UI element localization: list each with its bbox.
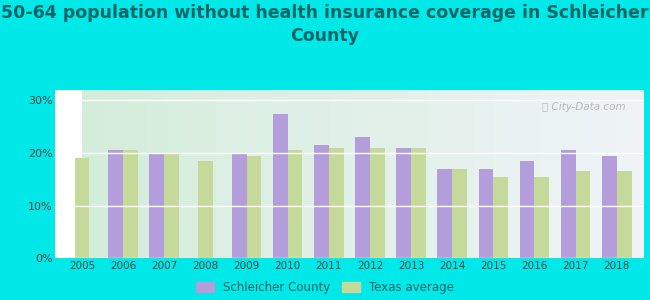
Bar bbox=[411, 148, 426, 258]
Bar bbox=[150, 153, 164, 258]
Bar bbox=[109, 150, 123, 258]
Bar bbox=[231, 153, 246, 258]
Bar bbox=[520, 161, 534, 258]
Bar bbox=[493, 177, 508, 258]
Bar bbox=[478, 169, 493, 258]
Bar bbox=[370, 148, 385, 258]
Bar bbox=[314, 145, 329, 258]
Bar bbox=[355, 137, 370, 258]
Text: ⓘ City-Data.com: ⓘ City-Data.com bbox=[542, 102, 626, 112]
Legend: Schleicher County, Texas average: Schleicher County, Texas average bbox=[196, 281, 454, 294]
Bar bbox=[561, 150, 576, 258]
Bar bbox=[164, 153, 179, 258]
Text: 50-64 population without health insurance coverage in Schleicher
County: 50-64 population without health insuranc… bbox=[1, 4, 649, 45]
Bar bbox=[288, 150, 302, 258]
Bar bbox=[329, 148, 344, 258]
Bar bbox=[273, 114, 288, 258]
Bar bbox=[617, 171, 632, 258]
Bar bbox=[452, 169, 467, 258]
Bar bbox=[246, 156, 261, 258]
Bar bbox=[534, 177, 549, 258]
Bar bbox=[437, 169, 452, 258]
Bar bbox=[198, 161, 213, 258]
Bar bbox=[602, 156, 617, 258]
Bar bbox=[576, 171, 590, 258]
Bar bbox=[123, 150, 138, 258]
Bar bbox=[75, 158, 90, 258]
Bar bbox=[396, 148, 411, 258]
